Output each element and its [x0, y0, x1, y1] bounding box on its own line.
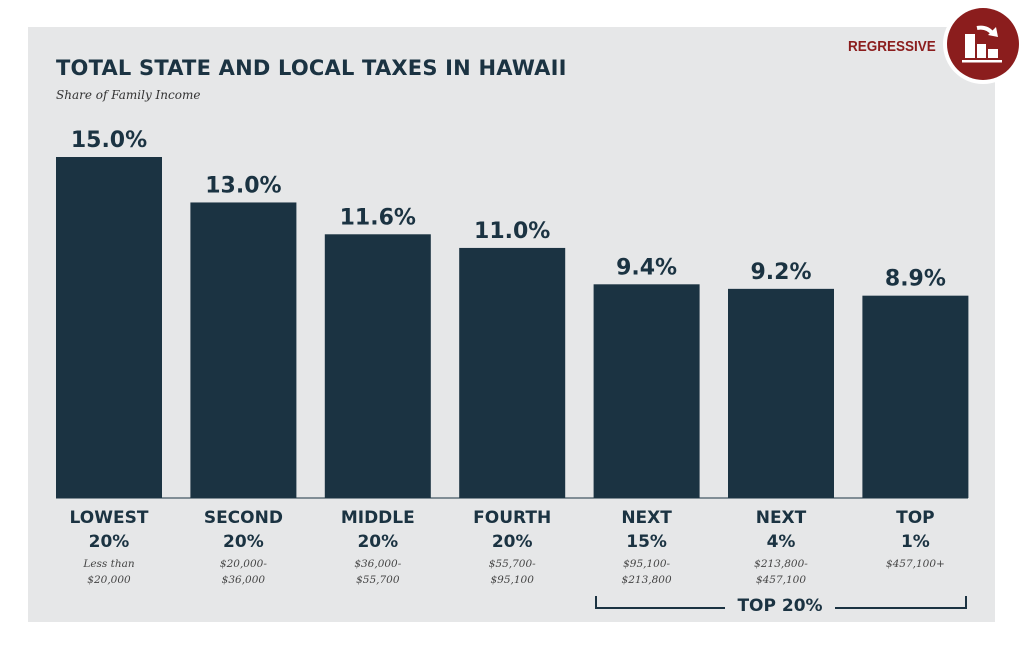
category-pct: 4%	[766, 532, 796, 552]
category-pct: 20%	[88, 532, 130, 552]
data-label: 11.0%	[474, 219, 550, 244]
category-pct: 20%	[491, 532, 533, 552]
category-label: SECOND 20% $20,000- $36,000	[176, 506, 310, 588]
regressive-bar-chart-icon	[947, 8, 1019, 80]
bar	[324, 234, 431, 498]
income-range: $213,800- $457,100	[754, 558, 808, 586]
bar	[728, 288, 834, 498]
data-label: 11.6%	[340, 205, 416, 230]
data-label: 13.0%	[205, 173, 281, 198]
category-name: SECOND	[203, 508, 283, 528]
data-label: 15.0%	[71, 128, 147, 153]
category-label: NEXT 4% $213,800- $457,100	[714, 506, 848, 588]
category-name: TOP	[896, 508, 935, 528]
category-pct: 20%	[223, 532, 264, 552]
bar	[190, 202, 297, 498]
regressive-badge	[943, 4, 1023, 84]
category-label: FOURTH 20% $55,700- $95,100	[445, 506, 579, 588]
category-name: LOWEST	[69, 508, 149, 528]
category-name: FOURTH	[473, 508, 552, 528]
category-name: NEXT	[755, 508, 807, 528]
category-name: MIDDLE	[340, 508, 415, 528]
data-label: 8.9%	[885, 267, 946, 292]
bar	[459, 247, 566, 498]
income-range: $457,100+	[885, 558, 945, 570]
income-range: $36,000- $55,700	[354, 558, 402, 586]
category-label: NEXT 15% $95,100- $213,800	[580, 506, 714, 588]
data-label: 9.2%	[750, 260, 811, 285]
category-label: MIDDLE 20% $36,000- $55,700	[311, 506, 445, 588]
category-pct: 15%	[626, 532, 667, 552]
category-label: TOP 1% $457,100+	[848, 506, 982, 572]
category-label: LOWEST 20% Less than $20,000	[42, 506, 176, 588]
income-range: $55,700- $95,100	[488, 558, 536, 586]
income-range: $95,100- $213,800	[621, 558, 672, 586]
data-label: 9.4%	[616, 255, 677, 280]
regressive-label: REGRESSIVE	[848, 38, 936, 55]
income-range: Less than $20,000	[83, 558, 135, 586]
chart-title: TOTAL STATE AND LOCAL TAXES IN HAWAII	[56, 56, 567, 80]
group-label-top20: TOP 20%	[725, 596, 835, 616]
bar	[862, 295, 969, 498]
category-name: NEXT	[621, 508, 672, 528]
category-pct: 20%	[357, 532, 399, 552]
bar	[56, 157, 162, 498]
category-pct: 1%	[900, 532, 930, 552]
income-range: $20,000- $36,000	[219, 558, 267, 586]
bar	[593, 284, 700, 498]
chart-subtitle: Share of Family Income	[56, 88, 201, 102]
